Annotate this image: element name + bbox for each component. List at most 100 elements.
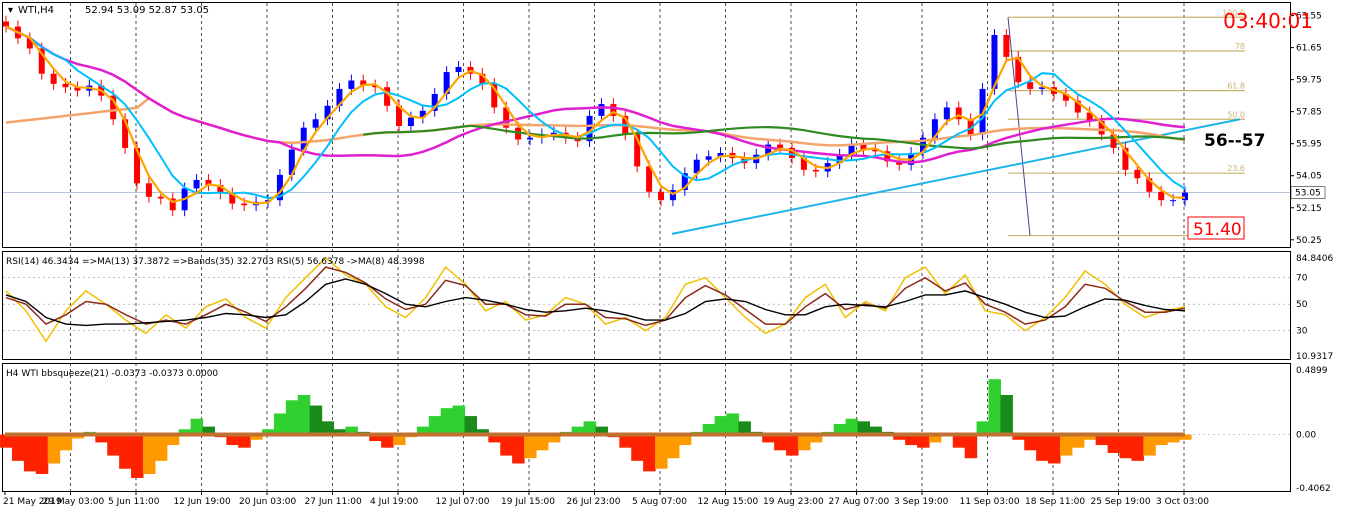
candle-body — [800, 158, 807, 170]
squeeze-bar — [500, 434, 513, 456]
price-tick-label: 61.65 — [1296, 44, 1322, 54]
squeeze-bar — [619, 434, 632, 448]
squeeze-bar — [655, 434, 668, 469]
time-tick-label: 20 Jun 03:00 — [239, 497, 296, 507]
squeeze-panel[interactable] — [2, 363, 1291, 492]
squeeze-bar — [714, 416, 728, 435]
price-tick-label: 59.75 — [1296, 76, 1322, 86]
candle-body — [1122, 147, 1129, 170]
low-label-box — [1187, 216, 1245, 240]
squeeze-bar — [119, 434, 132, 469]
candle-body — [991, 34, 998, 89]
squeeze-bar — [535, 434, 549, 451]
squeeze-bar — [107, 434, 120, 456]
candle-body — [241, 203, 248, 206]
squeeze-bar — [833, 423, 847, 435]
squeeze-bar — [35, 434, 49, 475]
squeeze-bar — [452, 405, 466, 435]
squeeze-bar — [774, 434, 787, 451]
ohlc-readout: 52.94 53.09 52.87 53.05 — [85, 5, 209, 16]
squeeze-bar — [917, 434, 930, 448]
rsi-line — [5, 278, 1186, 327]
squeeze-bar — [1071, 434, 1085, 448]
squeeze-bar — [345, 426, 358, 435]
time-tick-label: 11 Sep 03:00 — [960, 497, 1020, 507]
squeeze-bar — [547, 434, 561, 443]
candle-body — [324, 105, 331, 120]
rsi-tick-label: 10.9317 — [1296, 352, 1333, 362]
candle-body — [658, 191, 664, 201]
squeeze-bar — [23, 434, 37, 472]
candle-body — [1039, 87, 1046, 89]
candle-body — [896, 161, 903, 165]
candle-body — [348, 80, 355, 89]
candle-body — [312, 119, 319, 128]
candle-body — [1158, 191, 1165, 201]
rsi-line — [5, 256, 1186, 343]
candle-body — [396, 105, 402, 126]
squeeze-bar — [178, 429, 192, 435]
time-tick-label: 3 Sep 19:00 — [894, 497, 949, 507]
fib-level-label: 100.0 — [1222, 8, 1245, 17]
fib-level-label: 78 — [1235, 42, 1245, 51]
time-tick-label: 19 Jul 15:00 — [501, 497, 555, 507]
ma-green-line — [363, 124, 1186, 150]
squeeze-bar — [285, 400, 299, 435]
candle-body — [384, 87, 391, 106]
squeeze-bar — [1036, 434, 1049, 461]
candle-body — [443, 72, 450, 94]
squeeze-bar — [154, 434, 168, 461]
squeeze-bar — [1095, 434, 1109, 446]
candle-body — [288, 149, 295, 175]
squeeze-bar — [928, 434, 942, 443]
time-tick-label: 21 May 2019 — [3, 497, 62, 507]
current-price-label: 53.05 — [1295, 189, 1321, 199]
candle-body — [300, 127, 307, 150]
fib-level-label: 50.0 — [1227, 110, 1245, 119]
squeeze-bar — [142, 434, 156, 475]
squeeze-bar — [1012, 434, 1025, 440]
squeeze-bar — [262, 429, 275, 435]
price-tick-label: 63.55 — [1296, 12, 1322, 22]
ma-magenta-line — [5, 25, 1186, 164]
price-tick-label: 50.25 — [1296, 236, 1322, 246]
candle-body — [717, 152, 724, 157]
candle-body — [62, 83, 69, 88]
squeeze-bar — [1000, 395, 1013, 435]
bar-countdown: 03:40:01 — [1223, 9, 1313, 33]
candle-body — [157, 196, 164, 199]
time-tick-label: 5 Aug 07:00 — [632, 497, 687, 507]
fib-level-label: 23.6 — [1227, 164, 1245, 173]
time-tick-label: 29 May 03:00 — [43, 497, 105, 507]
candle-body — [3, 21, 9, 27]
low-label: 51.40 — [1193, 220, 1242, 240]
squeeze-bar — [321, 421, 335, 435]
candle-body — [431, 93, 438, 111]
time-tick-label: 19 Aug 23:00 — [763, 497, 824, 507]
symbol-title: WTI,H4 — [18, 5, 54, 16]
squeeze-bar — [238, 434, 251, 448]
squeeze-bar — [845, 418, 859, 435]
squeeze-bar — [1167, 434, 1180, 443]
squeeze-header: H4 WTI bbsqueeze(21) -0.0373 -0.0373 0.0… — [6, 369, 218, 379]
squeeze-bar — [726, 413, 740, 435]
time-tick-label: 26 Jul 23:00 — [567, 497, 621, 507]
rsi-tick-label: 50 — [1296, 300, 1308, 310]
squeeze-bar — [464, 416, 478, 435]
price-panel[interactable] — [2, 2, 1291, 248]
target-range-label: 56--57 — [1204, 131, 1265, 151]
squeeze-bar — [583, 421, 597, 435]
candle-body — [1003, 34, 1010, 57]
candle-body — [681, 173, 688, 191]
candle-body — [693, 159, 700, 174]
chart-dropdown-icon[interactable]: ▾ — [8, 5, 13, 16]
candle-body — [550, 132, 557, 135]
rsi-panel[interactable] — [2, 251, 1291, 360]
squeeze-bar — [1131, 434, 1144, 461]
candle-body — [407, 117, 414, 126]
candle-body — [1027, 82, 1034, 89]
candle-body — [836, 154, 843, 164]
rsi-tick-label: 70 — [1296, 274, 1308, 284]
